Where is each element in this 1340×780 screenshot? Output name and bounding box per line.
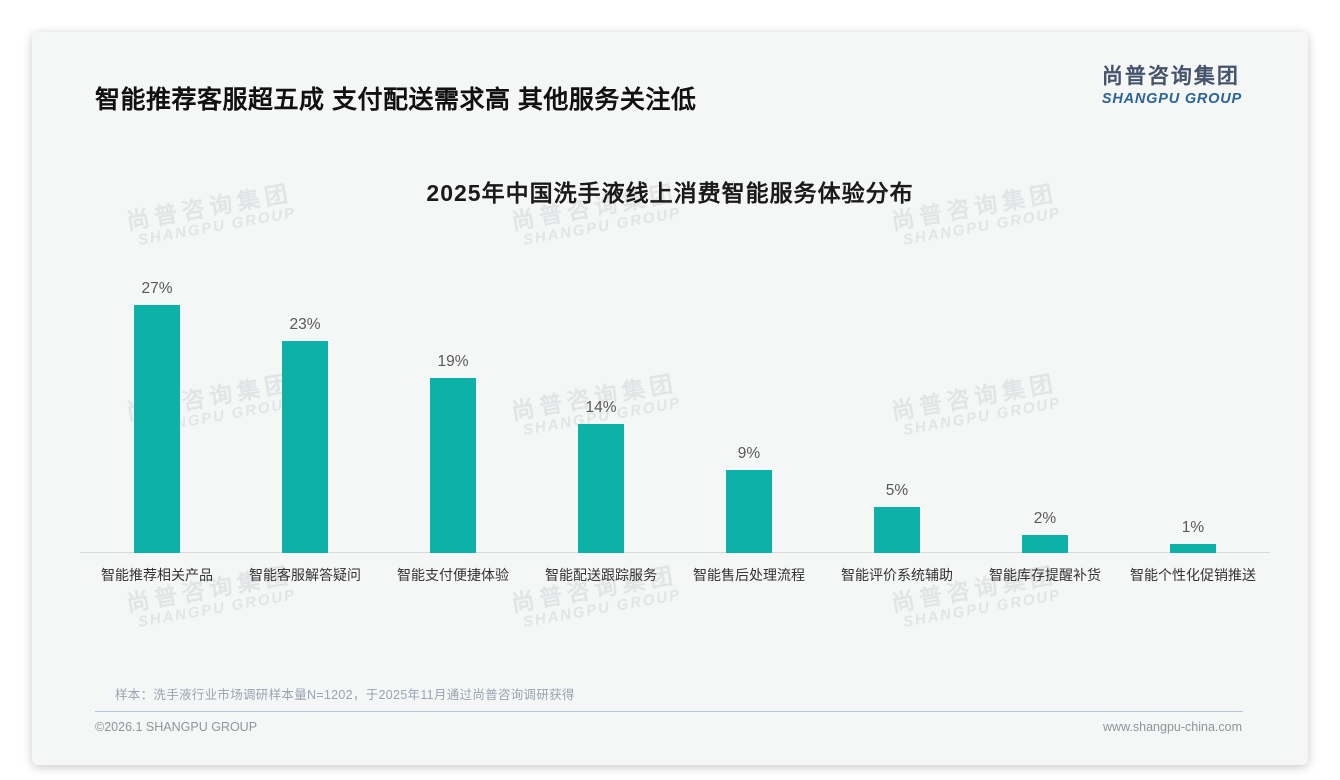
bar — [282, 341, 328, 553]
bar — [874, 507, 920, 553]
brand-watermark-en: SHANGPU GROUP — [136, 204, 298, 250]
footer: ©2026.1 SHANGPU GROUP www.shangpu-china.… — [95, 720, 1242, 734]
bar-category-label: 智能支付便捷体验 — [397, 567, 509, 583]
brand-logo-cn: 尚普咨询集团 — [1101, 65, 1240, 88]
bar-value-label: 27% — [141, 280, 173, 297]
bar-value-label: 19% — [437, 353, 469, 370]
bar-slot: 19% 智能支付便捷体验 — [379, 272, 527, 583]
bar-value-label: 2% — [1033, 510, 1057, 527]
bar-category-label: 智能客服解答疑问 — [249, 567, 361, 583]
bar-value-label: 14% — [585, 399, 617, 416]
bar-slot: 14% 智能配送跟踪服务 — [527, 272, 675, 583]
bar — [134, 305, 180, 553]
bar-slot: 2% 智能库存提醒补货 — [971, 272, 1119, 583]
sample-note: 样本：洗手液行业市场调研样本量N=1202，于2025年11月通过尚普咨询调研获… — [115, 688, 575, 702]
page-title: 智能推荐客服超五成 支付配送需求高 其他服务关注低 — [95, 86, 697, 114]
brand-watermark-en: SHANGPU GROUP — [136, 586, 298, 632]
bar-slot: 23% 智能客服解答疑问 — [231, 272, 379, 583]
bar-value-label: 9% — [737, 445, 761, 462]
bar — [1170, 544, 1216, 553]
bar-value-label: 5% — [885, 482, 909, 499]
bar-category-label: 智能配送跟踪服务 — [545, 567, 657, 583]
bar-category-label: 智能售后处理流程 — [693, 567, 805, 583]
bar-slot: 1% 智能个性化促销推送 — [1119, 272, 1267, 583]
brand-watermark-en: SHANGPU GROUP — [901, 204, 1063, 250]
copyright-text: ©2026.1 SHANGPU GROUP — [95, 720, 258, 734]
bar — [1022, 535, 1068, 553]
brand-watermark-en: SHANGPU GROUP — [521, 586, 683, 632]
bar-category-label: 智能评价系统辅助 — [841, 567, 953, 583]
bar-category-label: 智能个性化促销推送 — [1130, 567, 1256, 583]
bar-category-label: 智能库存提醒补货 — [989, 567, 1101, 583]
website-url: www.shangpu-china.com — [1103, 720, 1242, 734]
chart-title: 2025年中国洗手液线上消费智能服务体验分布 — [426, 180, 914, 206]
bar-slot: 27% 智能推荐相关产品 — [83, 272, 231, 583]
brand-logo-en: SHANGPU GROUP — [1101, 91, 1242, 107]
bar — [430, 378, 476, 553]
brand-watermark-en: SHANGPU GROUP — [521, 204, 683, 250]
bar-value-label: 1% — [1181, 519, 1205, 536]
bar-value-label: 23% — [289, 316, 321, 333]
bar — [726, 470, 772, 553]
bar — [578, 424, 624, 553]
report-card: 尚普咨询集团 SHANGPU GROUP 尚普咨询集团 SHANGPU GROUP 尚普… — [32, 32, 1308, 765]
footer-divider — [95, 711, 1243, 712]
bar-slot: 5% 智能评价系统辅助 — [823, 272, 971, 583]
x-axis-line — [80, 552, 1270, 553]
bar-chart-plot: 27% 智能推荐相关产品 23% 智能客服解答疑问 19% 智能支付便捷体验 14% 智能配送… — [80, 272, 1270, 583]
bar-slot: 9% 智能售后处理流程 — [675, 272, 823, 583]
bar-category-label: 智能推荐相关产品 — [101, 567, 213, 583]
brand-watermark-en: SHANGPU GROUP — [901, 586, 1063, 632]
brand-logo: 尚普咨询集团 SHANGPU GROUP — [1102, 60, 1242, 107]
